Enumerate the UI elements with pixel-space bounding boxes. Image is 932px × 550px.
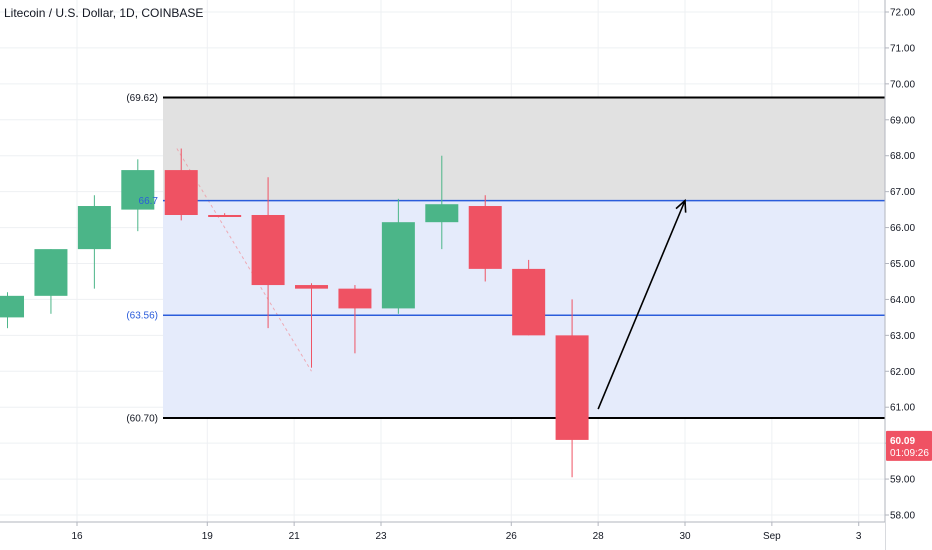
candle <box>295 283 329 368</box>
dashed-trend-line <box>176 148 312 372</box>
candle <box>0 292 25 329</box>
level-label: (63.56) <box>126 311 158 322</box>
price-tick-label: 59.00 <box>890 475 915 486</box>
candle-body <box>77 206 111 250</box>
candle-body <box>251 214 285 286</box>
level-labels: (69.62) 66.7 (63.56) (60.70) <box>126 93 158 424</box>
candle <box>425 155 459 250</box>
candle-body <box>208 214 242 217</box>
candle <box>121 159 155 232</box>
price-tag-background <box>886 430 932 461</box>
last-price-value: 60.09 <box>890 436 915 447</box>
price-zone <box>163 97 885 201</box>
candle-body <box>555 335 589 440</box>
candle-body <box>468 206 502 269</box>
price-axis[interactable]: 72.00 71.00 70.00 69.00 68.00 67.00 66.00 65.00… <box>884 0 932 550</box>
candle-body <box>164 170 198 215</box>
time-tick-label: 23 <box>375 531 387 542</box>
candle <box>338 285 372 354</box>
projection-arrow[interactable] <box>597 198 687 410</box>
candle-body <box>381 222 415 309</box>
level-label: (69.62) <box>126 93 158 104</box>
price-tick-label: 70.00 <box>890 79 915 90</box>
price-tick-label: 71.00 <box>890 43 915 54</box>
price-tick-label: 66.00 <box>890 223 915 234</box>
time-tick-label: 26 <box>506 531 518 542</box>
candle-body <box>295 285 329 289</box>
candle-body <box>0 295 25 318</box>
price-tick-label: 69.00 <box>890 115 915 126</box>
candle-body <box>338 288 372 309</box>
trend-dashed-line <box>176 148 312 372</box>
level-label: 66.7 <box>139 196 159 207</box>
candle <box>512 259 546 336</box>
chart-title: Litecoin / U.S. Dollar, 1D, COINBASE <box>4 6 204 20</box>
time-tick-label: 21 <box>289 531 301 542</box>
price-tick-label: 64.00 <box>890 295 915 306</box>
level-label: (60.70) <box>126 413 158 424</box>
time-axis[interactable]: 16 19 21 23 26 28 30 Sep 3 <box>0 521 885 550</box>
arrow-head[interactable] <box>675 198 687 213</box>
time-tick-label: 28 <box>593 531 605 542</box>
candle-body <box>512 268 546 336</box>
arrow-shaft[interactable] <box>597 200 686 410</box>
time-tick-label: Sep <box>763 531 781 542</box>
candle <box>555 299 589 478</box>
candle-body <box>121 170 155 210</box>
candle-body <box>425 204 459 223</box>
candle <box>208 213 242 217</box>
candles <box>0 148 589 478</box>
price-tick-label: 67.00 <box>890 187 915 198</box>
time-tick-label: 19 <box>202 531 214 542</box>
price-tick-label: 68.00 <box>890 151 915 162</box>
time-axis-background <box>0 522 885 550</box>
time-tick-label: 16 <box>71 531 83 542</box>
price-tick-label: 72.00 <box>890 8 915 19</box>
time-tick-label: 30 <box>679 531 691 542</box>
price-tick-label: 58.00 <box>890 511 915 522</box>
candle-body <box>34 249 68 296</box>
candle <box>34 249 68 314</box>
candle <box>381 198 415 314</box>
time-tick-label: 3 <box>856 531 862 542</box>
price-tick-label: 65.00 <box>890 259 915 270</box>
candle <box>77 195 111 289</box>
candle <box>164 148 198 221</box>
price-tick-label: 61.00 <box>890 403 915 414</box>
candle <box>251 177 285 329</box>
price-tick-label: 62.00 <box>890 367 915 378</box>
candle <box>468 195 502 282</box>
price-tick-label: 63.00 <box>890 331 915 342</box>
last-price-countdown: 01:09:26 <box>890 448 929 459</box>
